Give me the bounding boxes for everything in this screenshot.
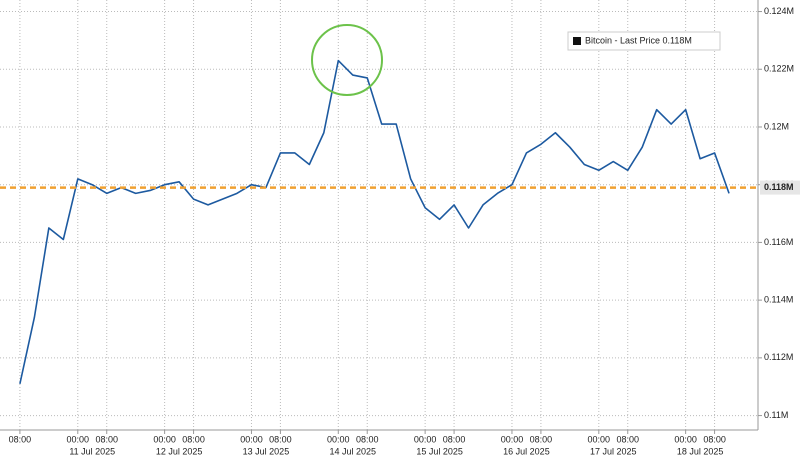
x-tick-label: 08:00 [182, 434, 205, 444]
legend-swatch [573, 37, 581, 45]
price-line [19, 59, 730, 385]
x-tick-label: 08:00 [703, 434, 726, 444]
y-tick-label: 0.11M [764, 410, 788, 420]
x-tick-label: 08:00 [269, 434, 292, 444]
date-label: 17 Jul 2025 [590, 446, 637, 456]
x-tick-label: 00:00 [674, 434, 697, 444]
date-label: 11 Jul 2025 [69, 446, 115, 456]
grid [0, 0, 758, 430]
y-tick-label: 0.12M [764, 121, 789, 131]
y-tick-label: 0.124M [764, 6, 794, 16]
y-tick-label: 0.114M [764, 295, 793, 305]
x-tick-label: 00:00 [240, 434, 263, 444]
x-tick-label: 08:00 [9, 434, 32, 444]
legend: Bitcoin - Last Price 0.118M [567, 31, 721, 51]
x-tick-label: 08:00 [95, 434, 118, 444]
x-tick-label: 00:00 [414, 434, 437, 444]
marks [0, 59, 758, 385]
x-tick-label: 00:00 [327, 434, 350, 444]
reference-label: 0.118M [764, 182, 794, 192]
x-tick-label: 00:00 [588, 434, 611, 444]
date-label: 16 Jul 2025 [503, 446, 550, 456]
x-tick-label: 08:00 [356, 434, 379, 444]
x-tick-label: 00:00 [67, 434, 90, 444]
legend-box [567, 31, 721, 51]
date-label: 14 Jul 2025 [329, 446, 376, 456]
reference-label-box [760, 180, 800, 195]
date-label: 18 Jul 2025 [677, 446, 724, 456]
x-tick-label: 00:00 [153, 434, 176, 444]
x-tick-label: 00:00 [501, 434, 524, 444]
date-label: 12 Jul 2025 [156, 446, 203, 456]
x-tick-label: 08:00 [443, 434, 466, 444]
x-tick-label: 08:00 [616, 434, 639, 444]
highlight-circle [311, 24, 383, 96]
date-label: 13 Jul 2025 [243, 446, 290, 456]
date-label: 15 Jul 2025 [416, 446, 463, 456]
x-tick-label: 08:00 [530, 434, 553, 444]
y-tick-label: 0.112M [764, 352, 793, 362]
y-tick-label: 0.116M [764, 237, 793, 247]
y-tick-label: 0.122M [764, 64, 794, 74]
legend-label: Bitcoin - Last Price 0.118M [585, 35, 692, 45]
